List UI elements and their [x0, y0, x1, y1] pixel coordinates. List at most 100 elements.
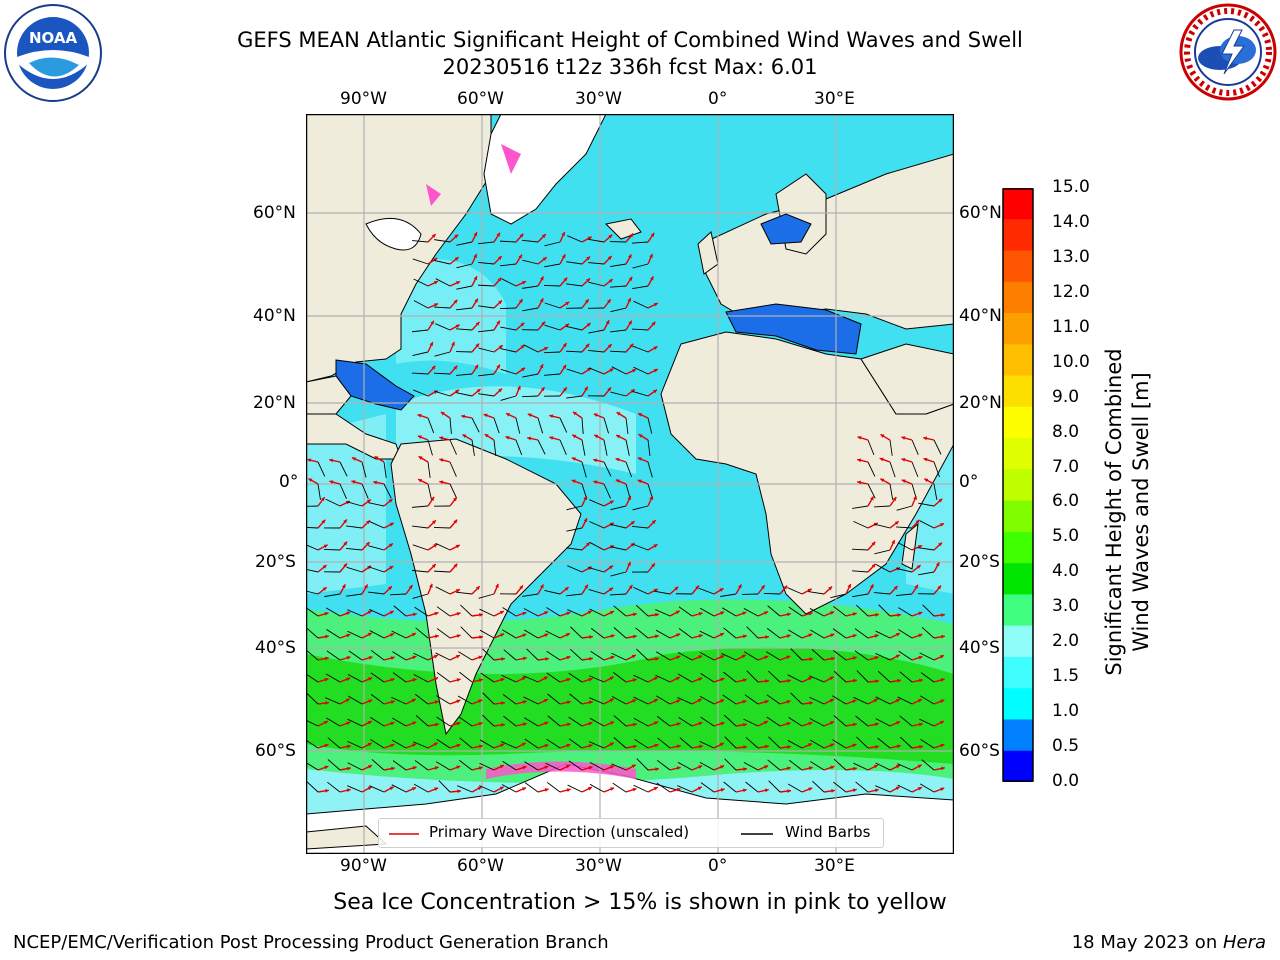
wave-direction-arrowhead	[506, 413, 511, 417]
wave-direction-arrowhead	[828, 586, 833, 591]
wave-direction-arrowhead	[895, 765, 900, 769]
map-legend: Primary Wave Direction (unscaled) Wind B…	[378, 818, 884, 848]
wind-barb	[898, 607, 913, 617]
wind-barb	[787, 629, 803, 639]
wave-direction-arrowhead	[609, 676, 614, 681]
wind-barb	[677, 651, 693, 661]
wind-barb	[435, 652, 451, 661]
wind-barb	[500, 326, 517, 331]
wave-direction-arrowhead	[653, 676, 658, 681]
wind-barb	[851, 548, 869, 551]
wave-direction-arrowhead	[698, 765, 703, 769]
wave-direction-arrowhead	[786, 766, 791, 771]
wave-direction-arrowhead	[831, 789, 835, 793]
wave-direction-arrowhead	[764, 700, 769, 704]
wave-direction-arrowhead	[895, 633, 900, 637]
wind-barb	[852, 593, 869, 598]
wind-barb	[339, 461, 348, 477]
wind-barb	[625, 461, 633, 478]
wind-barb	[589, 675, 605, 683]
wind-barb	[833, 758, 847, 771]
wind-barb	[436, 672, 451, 683]
wave-direction-arrowhead	[496, 320, 500, 325]
wave-direction-arrowhead	[521, 676, 526, 681]
wave-direction-arrowhead	[544, 721, 549, 726]
wind-barb	[613, 605, 627, 617]
wave-direction-arrowhead	[588, 700, 593, 705]
wind-barb	[503, 649, 517, 661]
wind-barb	[427, 417, 435, 434]
lon-tick-bottom: 60°W	[457, 856, 504, 876]
colorbar-segment	[1003, 750, 1033, 783]
wind-barb	[647, 417, 653, 434]
wind-barb	[435, 586, 451, 595]
wave-direction-arrowhead	[346, 788, 351, 793]
wind-barb	[434, 259, 451, 265]
wind-barb	[920, 739, 935, 749]
wave-direction-arrowhead	[456, 721, 461, 726]
lon-tick-top: 30°W	[575, 89, 622, 109]
colorbar-tick: 8.0	[1052, 421, 1080, 442]
wave-direction-arrowhead	[500, 743, 505, 748]
wave-direction-arrowhead	[808, 633, 813, 638]
national-weather-service-logo-icon	[1178, 2, 1278, 106]
wind-barb	[897, 763, 913, 771]
wind-barb	[391, 784, 407, 793]
wind-barb	[633, 674, 649, 683]
wave-direction-arrowhead	[675, 676, 680, 681]
wind-barb	[325, 697, 341, 705]
wind-barb	[897, 784, 913, 793]
wind-barb	[544, 324, 561, 331]
wave-direction-arrowhead	[521, 367, 526, 372]
wave-direction-arrowhead	[583, 518, 588, 523]
wind-barb	[766, 628, 781, 639]
wave-direction-arrowhead	[939, 655, 944, 659]
wind-barb	[855, 715, 869, 727]
wind-barb	[896, 567, 913, 573]
wave-direction-arrowhead	[456, 678, 461, 682]
wave-direction-arrowhead	[527, 413, 532, 418]
wave-direction-arrowhead	[324, 743, 329, 748]
wind-barb	[434, 306, 451, 309]
wind-barb	[522, 285, 539, 289]
wind-barb	[566, 395, 583, 399]
wind-barb	[433, 372, 451, 375]
wave-direction-arrowhead	[519, 585, 523, 590]
wind-barb	[632, 345, 649, 353]
wind-barb	[603, 439, 608, 456]
wind-barb	[656, 782, 671, 793]
wind-barb	[537, 439, 546, 455]
wave-direction-arrowhead	[651, 520, 656, 524]
wind-barb	[874, 523, 891, 529]
wave-direction-arrowhead	[351, 480, 356, 484]
wave-direction-arrowhead	[638, 434, 643, 438]
wind-barb	[383, 483, 392, 499]
wind-barb	[326, 629, 341, 639]
wave-direction-arrowhead	[654, 743, 659, 748]
wind-barb	[810, 629, 825, 639]
wave-direction-arrowhead	[896, 721, 901, 725]
wind-barb	[809, 675, 825, 683]
wave-direction-arrowhead	[412, 678, 417, 682]
wind-barb	[589, 761, 605, 771]
lat-tick-right: 40°S	[959, 638, 1000, 658]
wind-barb	[632, 328, 649, 331]
legend-wave-direction-label: Primary Wave Direction (unscaled)	[429, 823, 690, 841]
wave-direction-arrowhead	[743, 745, 747, 750]
wind-barb	[479, 608, 495, 617]
wave-direction-arrowhead	[565, 301, 570, 306]
wind-barb	[833, 781, 847, 793]
wind-barb	[698, 587, 715, 595]
wind-barb	[412, 505, 429, 508]
wave-direction-arrowhead	[901, 436, 906, 440]
wind-barb	[609, 350, 627, 353]
wind-barb	[391, 717, 407, 727]
wind-barb	[327, 759, 341, 771]
wind-barb	[609, 593, 627, 596]
colorbar-label: Significant Height of Combined Wind Wave…	[1101, 252, 1155, 772]
wave-direction-arrowhead	[918, 545, 923, 549]
wind-barb	[500, 368, 517, 375]
wave-direction-arrowhead	[499, 610, 504, 615]
wave-direction-arrowhead	[417, 435, 422, 439]
lat-tick-right: 60°N	[959, 203, 1002, 223]
